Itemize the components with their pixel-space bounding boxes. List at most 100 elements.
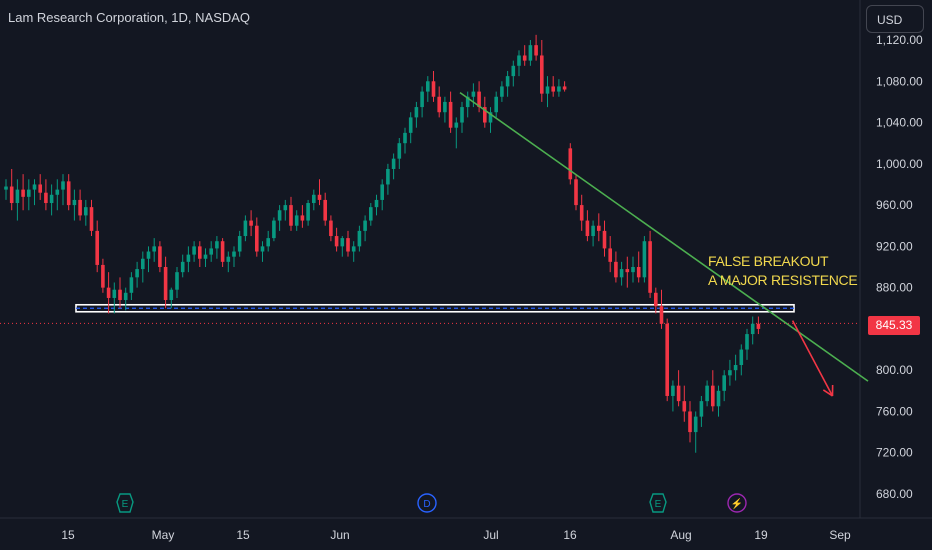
candle: [329, 215, 333, 242]
candle-body: [237, 236, 242, 252]
candle-body: [585, 220, 590, 237]
candle: [517, 50, 521, 77]
candle-body: [386, 168, 390, 185]
candle-body: [711, 385, 715, 407]
candle-body: [232, 251, 236, 257]
dividend-icon[interactable]: D: [417, 493, 437, 513]
candle: [500, 81, 504, 102]
earnings-icon[interactable]: E: [649, 493, 667, 513]
candle-body: [733, 365, 738, 371]
candle: [192, 241, 196, 262]
candle: [106, 272, 111, 314]
candle: [750, 316, 755, 345]
candle: [95, 220, 99, 273]
candle-body: [317, 194, 322, 200]
event-letter: E: [655, 499, 662, 510]
price-tick-label: 720.00: [876, 446, 913, 460]
candle-body: [534, 45, 538, 56]
candle: [260, 241, 265, 262]
candle: [471, 83, 476, 108]
candle: [220, 238, 225, 267]
candle: [579, 194, 584, 231]
candle: [237, 230, 242, 257]
candle-body: [146, 251, 151, 259]
candle-body: [198, 246, 202, 259]
candle: [483, 96, 487, 128]
candle: [528, 40, 533, 66]
resistance-trendline: [459, 91, 869, 382]
candle-body: [55, 189, 60, 195]
price-tick-label: 960.00: [876, 198, 913, 212]
candle-body: [728, 370, 732, 376]
candle: [488, 107, 493, 133]
earnings-icon[interactable]: E: [116, 493, 134, 513]
candle: [699, 395, 704, 427]
chart-grid: [0, 0, 932, 519]
candle: [397, 138, 402, 169]
candle-body: [574, 179, 578, 206]
candle-body: [255, 225, 259, 252]
candle-body: [648, 241, 652, 293]
candle-body: [654, 292, 658, 307]
candle-body: [192, 246, 196, 255]
annotation-line-1: FALSE BREAKOUT: [708, 253, 829, 269]
candle: [733, 354, 738, 381]
candle: [522, 45, 527, 66]
candle-body: [465, 96, 470, 108]
time-tick-label: 19: [754, 528, 768, 542]
candle-body: [220, 241, 225, 262]
candle: [66, 174, 71, 211]
event-markers: E D E ⚡: [116, 493, 747, 513]
candle: [585, 210, 590, 242]
candle-body: [163, 267, 168, 301]
price-tick-label: 1,000.00: [876, 157, 923, 171]
candle: [209, 241, 213, 262]
candle: [728, 359, 732, 386]
candle: [4, 179, 8, 200]
earnings-badge: [116, 493, 134, 513]
candle: [89, 199, 94, 237]
projection-arrow-line: [791, 320, 834, 397]
candle-body: [346, 238, 350, 252]
price-tick-label: 680.00: [876, 487, 913, 501]
candle: [756, 316, 761, 335]
candle: [317, 179, 322, 206]
candle-body: [471, 91, 476, 97]
candle: [129, 272, 134, 301]
candle-body: [545, 86, 550, 94]
candle: [243, 215, 248, 242]
candle: [654, 287, 658, 314]
candle-body: [123, 292, 128, 301]
candle-body: [260, 246, 265, 252]
candle-body: [659, 306, 664, 324]
time-tick-label: 15: [236, 528, 250, 542]
time-tick-label: Sep: [829, 528, 851, 542]
candle: [505, 70, 510, 97]
event-letter: ⚡: [731, 497, 743, 510]
lightning-icon[interactable]: ⚡: [727, 493, 747, 513]
annotation-line-2: A MAJOR RESISTENCE: [708, 272, 858, 288]
candle-body: [72, 199, 77, 206]
candle: [232, 246, 236, 267]
candle-body: [699, 401, 704, 417]
candle: [665, 318, 669, 402]
candle: [32, 179, 37, 206]
candle: [363, 215, 367, 242]
candle-body: [431, 81, 436, 97]
candle: [688, 401, 692, 443]
candle-body: [312, 194, 316, 204]
candle: [215, 236, 219, 259]
candle-body: [357, 230, 362, 247]
candle: [545, 76, 550, 108]
candle: [78, 189, 82, 221]
candle-body: [21, 189, 25, 197]
candle: [443, 96, 447, 123]
candle: [557, 79, 561, 97]
candle: [716, 385, 721, 417]
candle-body: [226, 256, 231, 262]
candlestick-series: [4, 34, 761, 453]
candle-body: [95, 230, 99, 265]
candle: [300, 205, 305, 228]
currency-selector[interactable]: USD: [866, 5, 924, 33]
